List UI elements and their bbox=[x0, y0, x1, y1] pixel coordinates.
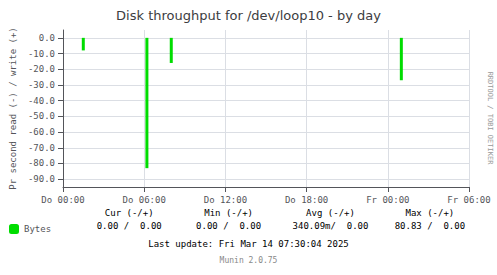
svg-text:Disk throughput for /dev/loop1: Disk throughput for /dev/loop10 - by day bbox=[116, 8, 381, 23]
svg-text:Bytes: Bytes bbox=[24, 224, 51, 234]
svg-text:0.00 / 0.00: 0.00 / 0.00 bbox=[97, 221, 162, 231]
svg-text:0.0: 0.0 bbox=[39, 33, 55, 43]
svg-text:Fr 06:00: Fr 06:00 bbox=[447, 195, 490, 205]
svg-text:-90.0: -90.0 bbox=[28, 174, 55, 184]
svg-text:-10.0: -10.0 bbox=[28, 49, 55, 59]
svg-text:0.00 / 0.00: 0.00 / 0.00 bbox=[196, 221, 261, 231]
svg-text:80.83 / 0.00: 80.83 / 0.00 bbox=[395, 221, 465, 231]
svg-text:Do 06:00: Do 06:00 bbox=[123, 195, 166, 205]
svg-text:Do 18:00: Do 18:00 bbox=[285, 195, 328, 205]
svg-text:-40.0: -40.0 bbox=[28, 96, 55, 106]
svg-text:Do 00:00: Do 00:00 bbox=[41, 195, 84, 205]
svg-text:Last update: Fri Mar 14 07:30:: Last update: Fri Mar 14 07:30:04 2025 bbox=[148, 239, 348, 249]
svg-text:Fr 00:00: Fr 00:00 bbox=[366, 195, 409, 205]
svg-text:Pr second read (-) / write (+): Pr second read (-) / write (+) bbox=[8, 27, 18, 190]
svg-text:RRDTOOL / TOBI OETIKER: RRDTOOL / TOBI OETIKER bbox=[486, 72, 494, 166]
svg-text:Munin 2.0.75: Munin 2.0.75 bbox=[220, 256, 278, 265]
svg-text:Min (-/+): Min (-/+) bbox=[204, 208, 253, 218]
svg-text:Cur (-/+): Cur (-/+) bbox=[105, 208, 154, 218]
svg-text:-60.0: -60.0 bbox=[28, 127, 55, 137]
svg-text:-20.0: -20.0 bbox=[28, 64, 55, 74]
svg-text:-70.0: -70.0 bbox=[28, 143, 55, 153]
svg-text:Max (-/+): Max (-/+) bbox=[406, 208, 455, 218]
svg-text:340.09m/ 0.00: 340.09m/ 0.00 bbox=[293, 221, 369, 231]
svg-text:-30.0: -30.0 bbox=[28, 80, 55, 90]
svg-text:-50.0: -50.0 bbox=[28, 111, 55, 121]
svg-text:Avg (-/+): Avg (-/+) bbox=[306, 208, 355, 218]
svg-text:Do 12:00: Do 12:00 bbox=[204, 195, 247, 205]
svg-text:-80.0: -80.0 bbox=[28, 158, 55, 168]
